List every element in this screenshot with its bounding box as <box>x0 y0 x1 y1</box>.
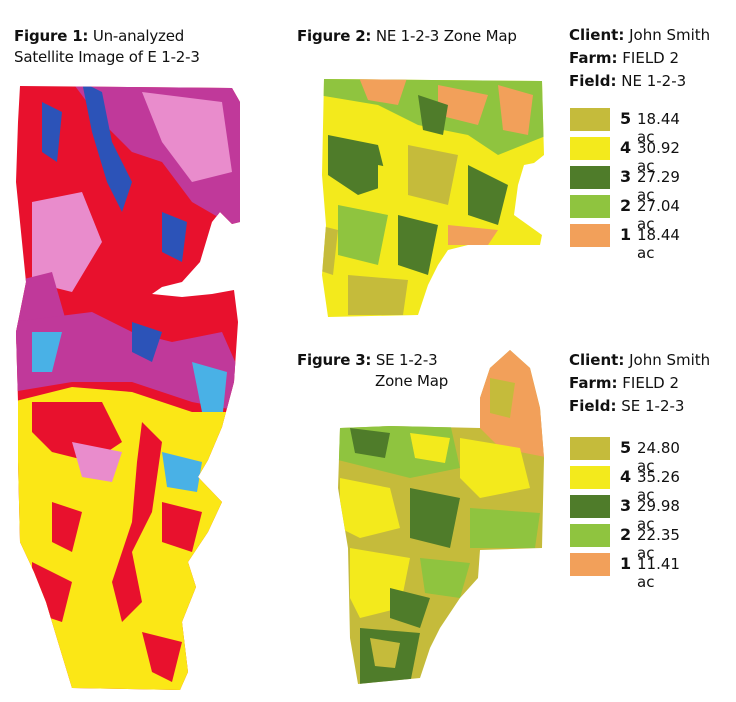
figure1-title-line1: Un-analyzed <box>92 27 185 45</box>
ne-zone-map <box>322 79 544 317</box>
legend-area: 29.98 ac <box>637 497 680 533</box>
legend-zone: 2 <box>620 196 632 215</box>
legend-swatch <box>570 137 610 160</box>
legend-swatch <box>570 108 610 131</box>
figure3-field-row: Field: SE 1-2-3 <box>569 395 710 418</box>
figure3-client-row: Client: John Smith <box>569 349 710 372</box>
figure3-label: Figure 3: <box>297 351 372 369</box>
satellite-image-map <box>16 86 240 690</box>
legend-swatch <box>570 495 610 518</box>
legend-zone: 1 <box>620 225 632 244</box>
legend-area: 11.41 ac <box>637 555 680 591</box>
figure2-field-row: Field: NE 1-2-3 <box>569 70 710 93</box>
legend-zone: 4 <box>620 138 632 157</box>
legend-zone: 5 <box>620 109 632 128</box>
legend-swatch <box>570 466 610 489</box>
figure2-title: NE 1-2-3 Zone Map <box>375 27 517 45</box>
field-label: Field: <box>569 72 617 90</box>
legend-swatch <box>570 524 610 547</box>
field-value: SE 1-2-3 <box>621 397 685 415</box>
field-value: NE 1-2-3 <box>621 72 687 90</box>
client-label: Client: <box>569 351 625 369</box>
legend-area: 27.29 ac <box>637 168 680 204</box>
farm-label: Farm: <box>569 49 618 67</box>
farm-value: FIELD 2 <box>622 374 680 392</box>
legend-swatch <box>570 224 610 247</box>
legend-swatch <box>570 195 610 218</box>
legend-zone: 5 <box>620 438 632 457</box>
figure1-caption: Figure 1: Un-analyzed Satellite Image of… <box>14 26 200 68</box>
figure2-info: Client: John Smith Farm: FIELD 2 Field: … <box>569 24 710 93</box>
figure3-farm-row: Farm: FIELD 2 <box>569 372 710 395</box>
figure2-farm-row: Farm: FIELD 2 <box>569 47 710 70</box>
legend-area: 22.35 ac <box>637 526 680 562</box>
legend-zone: 4 <box>620 467 632 486</box>
figure3-caption: Figure 3: SE 1-2-3 Zone Map <box>297 350 448 392</box>
figure2-label: Figure 2: <box>297 27 372 45</box>
se-zone-map <box>338 350 544 684</box>
figure3-title-line2: Zone Map <box>375 372 449 390</box>
legend-area: 27.04 ac <box>637 197 680 233</box>
figure2-caption: Figure 2: NE 1-2-3 Zone Map <box>297 26 517 47</box>
legend-swatch <box>570 437 610 460</box>
legend-area: 18.44 ac <box>637 226 680 262</box>
farm-value: FIELD 2 <box>622 49 680 67</box>
figure1-label: Figure 1: <box>14 27 89 45</box>
legend-area: 24.80 ac <box>637 439 680 475</box>
legend-zone: 3 <box>620 167 632 186</box>
legend-swatch <box>570 166 610 189</box>
legend-swatch <box>570 553 610 576</box>
legend-zone: 2 <box>620 525 632 544</box>
legend-area: 18.44 ac <box>637 110 680 146</box>
client-value: John Smith <box>629 351 711 369</box>
client-label: Client: <box>569 26 625 44</box>
figure1-title-line2: Satellite Image of E 1-2-3 <box>14 48 200 66</box>
farm-label: Farm: <box>569 374 618 392</box>
figure2-client-row: Client: John Smith <box>569 24 710 47</box>
legend-zone: 3 <box>620 496 632 515</box>
client-value: John Smith <box>629 26 711 44</box>
figure3-title-line1: SE 1-2-3 <box>375 351 438 369</box>
field-label: Field: <box>569 397 617 415</box>
legend-area: 30.92 ac <box>637 139 680 175</box>
legend-area: 35.26 ac <box>637 468 680 504</box>
legend-zone: 1 <box>620 554 632 573</box>
figure3-info: Client: John Smith Farm: FIELD 2 Field: … <box>569 349 710 418</box>
